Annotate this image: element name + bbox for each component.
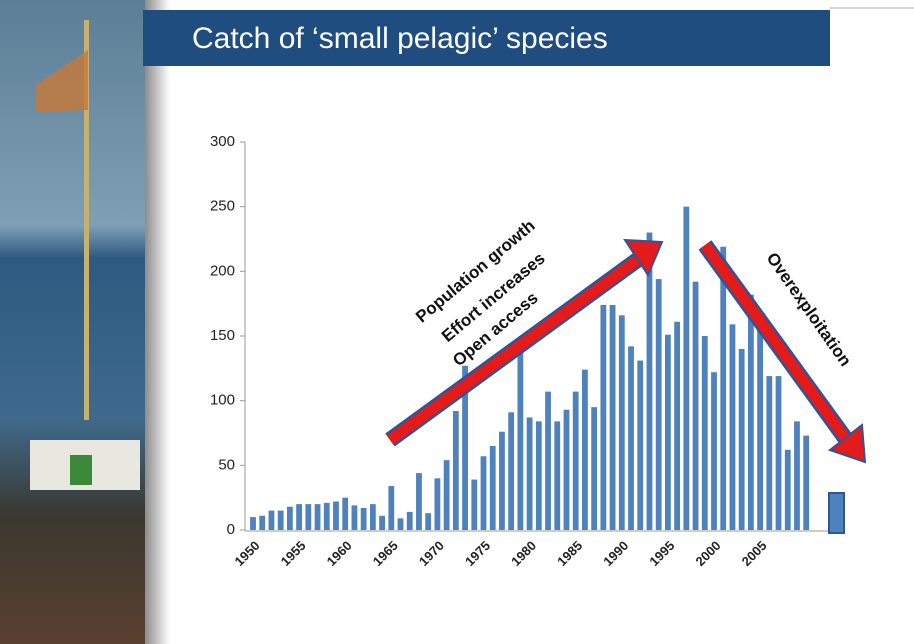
bar [776, 376, 782, 530]
bar [527, 417, 533, 530]
bar [333, 502, 339, 530]
bar [259, 516, 265, 530]
title: Catch of ‘small pelagic’ species [192, 22, 608, 55]
bar [361, 508, 367, 530]
x-tick-label: 1955 [278, 538, 309, 569]
bar [269, 511, 275, 530]
bar [757, 315, 763, 530]
bar [610, 305, 616, 530]
bar [379, 516, 385, 530]
bar [665, 335, 671, 530]
bar [628, 346, 634, 530]
bar [536, 421, 542, 530]
bar [296, 504, 302, 530]
bar [453, 411, 459, 530]
x-tick-label: 1995 [646, 538, 677, 569]
bar [287, 507, 293, 530]
bar [481, 456, 487, 530]
bar [730, 324, 736, 530]
bar [674, 322, 680, 530]
x-tick-label: 1970 [416, 538, 447, 569]
bar [398, 518, 404, 530]
x-tick-label: 2000 [692, 538, 723, 569]
bar [766, 376, 772, 530]
bar [407, 512, 413, 530]
x-tick-label: 1985 [554, 538, 585, 569]
x-tick-label: 1950 [231, 538, 262, 569]
y-tick-label: 0 [227, 521, 235, 538]
bar [342, 498, 348, 530]
legend-key [829, 493, 844, 533]
bar [490, 446, 496, 530]
slide: Catch of ‘small pelagic’ species 0 50 100 1… [0, 0, 914, 644]
bar [564, 410, 570, 530]
bar [305, 504, 311, 530]
bar [785, 450, 791, 530]
bar [554, 421, 560, 530]
bar [711, 372, 717, 530]
x-tick-label: 1990 [600, 538, 631, 569]
bar [435, 478, 441, 530]
bar [591, 407, 597, 530]
x-tick-label: 1975 [462, 538, 493, 569]
bar [693, 282, 699, 530]
x-tick-label: 2005 [739, 538, 770, 569]
bar [388, 486, 394, 530]
x-tick-label: 1980 [508, 538, 539, 569]
bar [471, 480, 477, 530]
bar [619, 315, 625, 530]
bar [278, 511, 284, 530]
bar [739, 349, 745, 530]
bar [499, 432, 505, 530]
y-tick-label: 250 [210, 198, 235, 215]
x-tick-label: 1965 [370, 538, 401, 569]
bar [582, 370, 588, 530]
bar [720, 247, 726, 530]
bar [425, 513, 431, 530]
bar [416, 473, 422, 530]
y-tick-label: 100 [210, 392, 235, 409]
y-tick-label: 300 [210, 133, 235, 150]
bar [352, 505, 358, 530]
bar [517, 349, 523, 530]
bar [748, 295, 754, 530]
bar [370, 504, 376, 530]
bar [637, 361, 643, 530]
bar [508, 412, 514, 530]
bar [803, 436, 809, 530]
boat-mark [70, 455, 92, 485]
bar [250, 517, 256, 530]
bar [600, 305, 606, 530]
bar [656, 279, 662, 530]
bar [702, 336, 708, 530]
x-tick-label: 1960 [324, 538, 355, 569]
bar [683, 207, 689, 530]
bar [573, 392, 579, 530]
y-tick-label: 200 [210, 262, 235, 279]
bar [444, 460, 450, 530]
y-tick-label: 50 [218, 456, 235, 473]
bar [315, 504, 321, 530]
y-tick-label: 150 [210, 327, 235, 344]
bar [545, 392, 551, 530]
bar [324, 503, 330, 530]
bar [647, 233, 653, 530]
shadow [145, 0, 170, 644]
bar [794, 421, 800, 530]
